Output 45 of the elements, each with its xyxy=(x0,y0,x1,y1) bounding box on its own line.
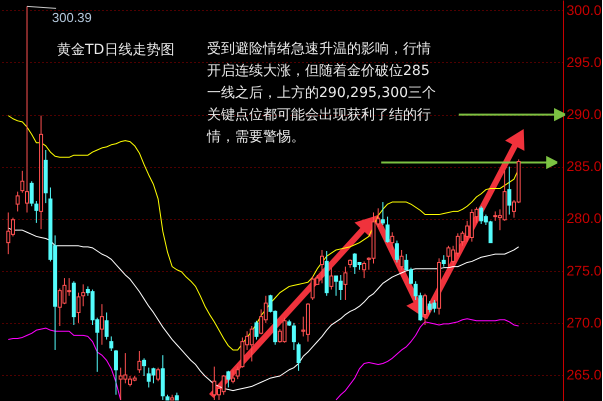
candlestick xyxy=(296,342,301,372)
candlestick xyxy=(362,260,366,279)
candlestick xyxy=(254,320,258,340)
candlestick xyxy=(343,266,348,300)
candlestick xyxy=(109,336,114,352)
candlestick xyxy=(16,191,20,212)
y-tick-label: 265.0 xyxy=(566,366,602,382)
candlestick xyxy=(390,232,394,250)
text: 黄金TD日线走势图 xyxy=(57,42,174,58)
candlestick xyxy=(104,312,109,340)
candlestick xyxy=(507,166,512,216)
candlestick xyxy=(30,180,34,207)
candlestick xyxy=(236,366,240,380)
candlestick xyxy=(329,267,334,290)
candlestick xyxy=(34,200,38,224)
candlestick xyxy=(142,358,146,377)
candlestick xyxy=(400,249,404,270)
candlestick xyxy=(226,370,230,388)
candlestick xyxy=(442,254,446,268)
candlestick xyxy=(394,240,399,263)
candlestick xyxy=(292,322,296,350)
candlestick xyxy=(76,292,81,324)
candlestick xyxy=(156,367,160,382)
y-tick-label: 275.0 xyxy=(566,262,602,278)
candlestick xyxy=(380,202,385,226)
candlestick xyxy=(386,216,390,244)
y-tick-label: 290.0 xyxy=(566,106,602,122)
candlestick xyxy=(114,349,118,396)
y-tick-label: 295.0 xyxy=(566,54,602,70)
candlestick xyxy=(334,276,338,296)
y-tick-label: 285.0 xyxy=(566,158,602,174)
candlestick xyxy=(151,367,156,384)
candlestick xyxy=(423,293,428,326)
annotation: 受到避险情绪急速升温的影响，行情开启连续大涨，但随着金价破位285一线之后，上方的290,295,300三个关键点位都可能会出现获利了结的行情，需要警惕。 xyxy=(206,41,436,145)
candlestick xyxy=(320,249,324,284)
candlestick xyxy=(137,350,142,374)
y-tick-label: 280.0 xyxy=(566,210,602,226)
candlestick xyxy=(100,304,104,346)
y-tick-label: 270.0 xyxy=(566,314,602,330)
y-tick-label: 300.0 xyxy=(566,2,602,18)
candlestick xyxy=(81,284,86,307)
candlestick xyxy=(25,6,30,213)
candlestick xyxy=(20,170,24,194)
candlestick xyxy=(231,369,236,384)
annotation: 300.39 xyxy=(52,10,92,25)
